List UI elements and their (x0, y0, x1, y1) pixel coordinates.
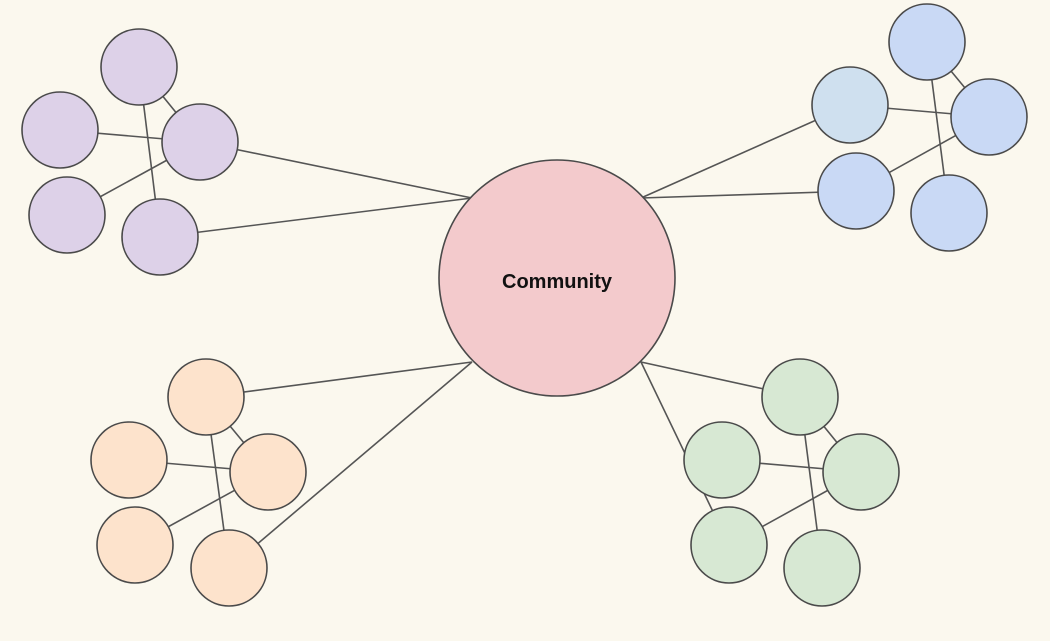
blue-cluster-node (811, 66, 889, 144)
purple-cluster-node (100, 28, 178, 106)
center-node-label: Community (502, 271, 613, 293)
green-cluster-node (683, 421, 761, 499)
orange-cluster-node (90, 421, 168, 499)
nodes-layer (21, 3, 1028, 607)
orange-cluster-node (229, 433, 307, 511)
orange-to-community-edge (205, 361, 473, 398)
purple-cluster-node (121, 198, 199, 276)
green-cluster-node (783, 529, 861, 607)
purple-cluster-node (161, 103, 239, 181)
orange-cluster-node (190, 529, 268, 607)
orange-cluster-node (96, 506, 174, 584)
purple-to-community-edge (159, 197, 473, 238)
purple-cluster-node (28, 176, 106, 254)
blue-cluster-node (888, 3, 966, 81)
orange-cluster-node (167, 358, 245, 436)
green-cluster-node (690, 506, 768, 584)
blue-cluster-node (817, 152, 895, 230)
purple-cluster-node (21, 91, 99, 169)
community-center-node (438, 159, 676, 397)
purple-to-community-edge (199, 141, 473, 199)
blue-cluster-node (950, 78, 1028, 156)
blue-cluster-node (910, 174, 988, 252)
green-cluster-node (822, 433, 900, 511)
orange-to-community-edge (228, 361, 473, 569)
green-cluster-node (761, 358, 839, 436)
